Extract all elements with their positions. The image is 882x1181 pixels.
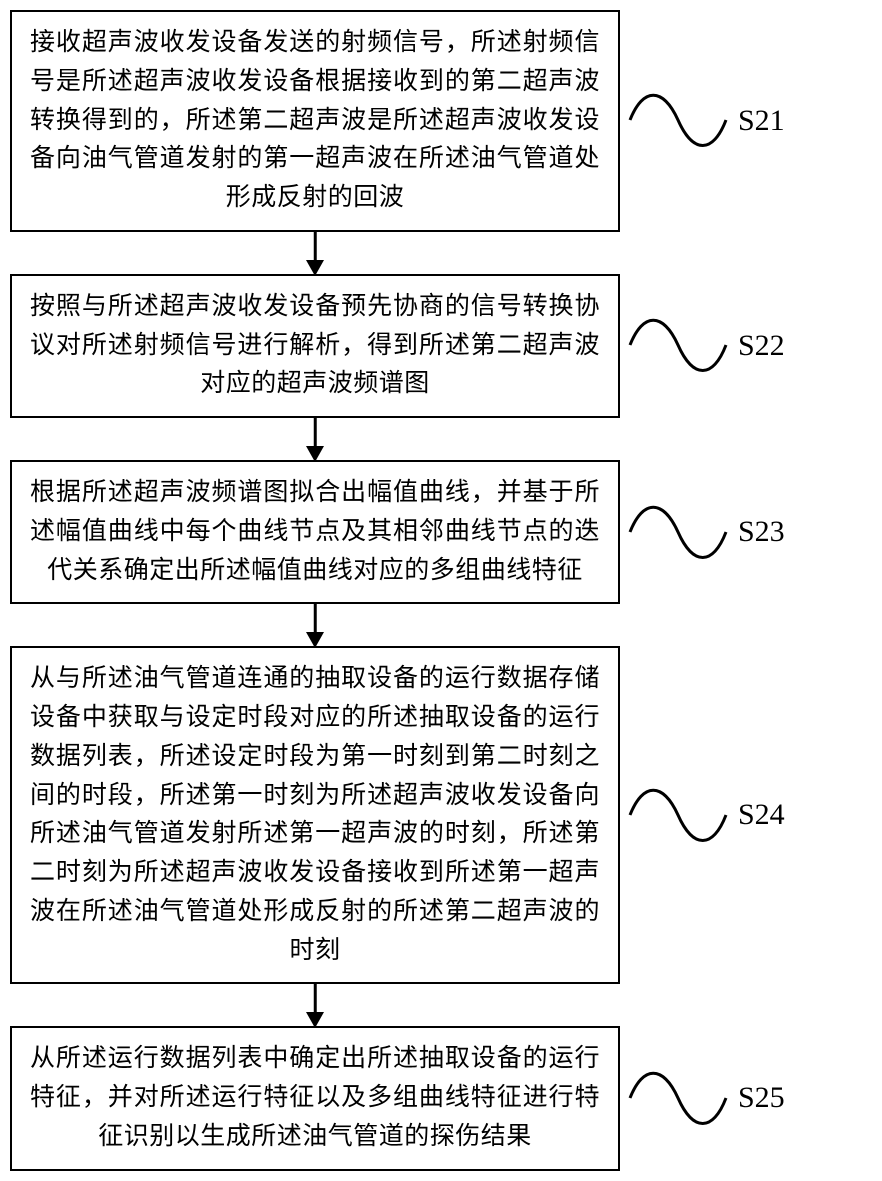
step-box: 从与所述油气管道连通的抽取设备的运行数据存储设备中获取与设定时段对应的所述抽取设… [10,646,620,984]
wave-icon [628,505,728,560]
step-label: S25 [738,1081,785,1115]
step-annotation: S23 [628,505,785,560]
step-annotation: S24 [628,788,785,843]
step-label: S23 [738,515,785,549]
arrow [10,232,620,274]
step-row: 根据所述超声波频谱图拟合出幅值曲线，并基于所述幅值曲线中每个曲线节点及其相邻曲线… [10,460,872,604]
step-box: 从所述运行数据列表中确定出所述抽取设备的运行特征，并对所述运行特征以及多组曲线特… [10,1026,620,1170]
step-box: 接收超声波收发设备发送的射频信号，所述射频信号是所述超声波收发设备根据接收到的第… [10,10,620,232]
step-row: 从与所述油气管道连通的抽取设备的运行数据存储设备中获取与设定时段对应的所述抽取设… [10,646,872,984]
flowchart: 接收超声波收发设备发送的射频信号，所述射频信号是所述超声波收发设备根据接收到的第… [10,10,872,1171]
wave-icon [628,318,728,373]
step-row: 接收超声波收发设备发送的射频信号，所述射频信号是所述超声波收发设备根据接收到的第… [10,10,872,232]
wave-icon [628,788,728,843]
step-box: 按照与所述超声波收发设备预先协商的信号转换协议对所述射频信号进行解析，得到所述第… [10,274,620,418]
step-annotation: S21 [628,93,785,148]
step-annotation: S25 [628,1071,785,1126]
wave-icon [628,93,728,148]
arrow [10,984,620,1026]
step-box: 根据所述超声波频谱图拟合出幅值曲线，并基于所述幅值曲线中每个曲线节点及其相邻曲线… [10,460,620,604]
wave-icon [628,1071,728,1126]
arrow [10,418,620,460]
step-label: S24 [738,798,785,832]
step-annotation: S22 [628,318,785,373]
step-label: S21 [738,104,785,138]
step-label: S22 [738,329,785,363]
step-row: 按照与所述超声波收发设备预先协商的信号转换协议对所述射频信号进行解析，得到所述第… [10,274,872,418]
arrow [10,604,620,646]
step-row: 从所述运行数据列表中确定出所述抽取设备的运行特征，并对所述运行特征以及多组曲线特… [10,1026,872,1170]
